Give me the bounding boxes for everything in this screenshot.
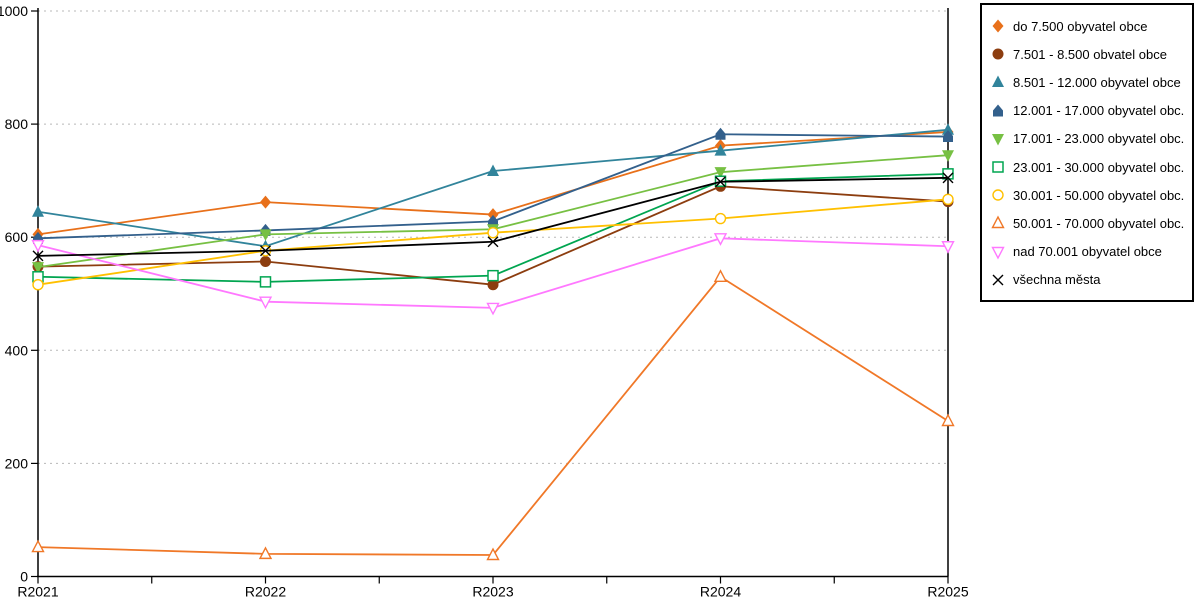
legend-label: 17.001 - 23.000 obyvatel obc... bbox=[1013, 131, 1184, 147]
legend: do 7.500 obyvatel obce 7.501 - 8.500 obva… bbox=[980, 3, 1194, 302]
marker-x-cross bbox=[715, 176, 726, 188]
marker-square-open bbox=[942, 168, 954, 180]
circle-open-legend-icon bbox=[992, 189, 1004, 201]
marker-pentagon-filled bbox=[993, 104, 1003, 117]
legend-item: 12.001 - 17.000 obyvatel obc... bbox=[990, 97, 1184, 125]
marker-triangle-up-open bbox=[486, 547, 500, 561]
marker-diamond-filled bbox=[992, 19, 1004, 33]
legend-item: 30.001 - 50.000 obyvatel obc... bbox=[990, 181, 1184, 209]
marker-triangle-down-filled bbox=[714, 167, 727, 179]
marker-triangle-down-filled bbox=[259, 229, 272, 241]
legend-item: 7.501 - 8.500 obvatel obce bbox=[990, 40, 1184, 68]
marker-triangle-down-open bbox=[258, 296, 273, 310]
series-line bbox=[37, 275, 949, 556]
marker-triangle-up-filled bbox=[992, 75, 1004, 88]
x-tick-label: R2023 bbox=[472, 584, 513, 600]
marker-x-cross bbox=[992, 274, 1004, 286]
marker-x-cross bbox=[487, 236, 499, 248]
triangle-down-open-legend-icon bbox=[991, 246, 1005, 260]
legend-label: 7.501 - 8.500 obvatel obce bbox=[1013, 46, 1167, 62]
marker-circle-open bbox=[32, 279, 44, 291]
y-tick-label: 800 bbox=[5, 116, 29, 132]
legend-label: do 7.500 obyvatel obce bbox=[1013, 18, 1148, 34]
series-5 bbox=[32, 168, 954, 288]
marker-diamond-filled bbox=[260, 195, 271, 209]
legend-item: 17.001 - 23.000 obyvatel obc... bbox=[990, 125, 1184, 153]
marker-x-cross bbox=[942, 172, 954, 184]
marker-triangle-down-filled bbox=[992, 133, 1004, 146]
legend-item: 50.001 - 70.000 obyvatel obc... bbox=[990, 209, 1184, 237]
marker-triangle-down-open bbox=[486, 302, 500, 316]
legend-label: nad 70.001 obyvatel obce bbox=[1013, 244, 1162, 260]
legend-label: 30.001 - 50.000 obyvatel obc... bbox=[1013, 187, 1184, 203]
marker-square-open bbox=[259, 276, 272, 288]
legend-item: 8.501 - 12.000 obyvatel obce bbox=[990, 68, 1184, 96]
marker-circle-filled bbox=[260, 256, 271, 268]
legend-label: 8.501 - 12.000 obyvatel obce bbox=[1013, 74, 1181, 90]
marker-circle-open bbox=[487, 226, 499, 239]
marker-x-cross bbox=[260, 245, 271, 257]
diamond-filled-legend-icon bbox=[992, 19, 1004, 33]
marker-triangle-up-open bbox=[31, 539, 45, 553]
y-tick-label: 600 bbox=[5, 229, 29, 245]
marker-circle-filled bbox=[487, 279, 499, 291]
x-tick-label: R2024 bbox=[700, 584, 741, 600]
triangle-up-filled-legend-icon bbox=[992, 75, 1004, 88]
marker-triangle-up-open bbox=[258, 546, 273, 560]
x-tick-label: R2021 bbox=[17, 584, 58, 600]
marker-triangle-up-filled bbox=[942, 123, 954, 135]
marker-triangle-up-filled bbox=[714, 144, 727, 156]
marker-triangle-up-filled bbox=[32, 205, 44, 217]
circle-filled-legend-icon bbox=[992, 48, 1004, 60]
marker-triangle-up-filled bbox=[487, 164, 499, 177]
marker-triangle-up-open bbox=[713, 269, 728, 282]
legend-item: 23.001 - 30.000 obyvatel obc... bbox=[990, 153, 1184, 181]
y-tick-label: 200 bbox=[5, 455, 29, 471]
series-9 bbox=[32, 172, 954, 262]
marker-triangle-down-open bbox=[991, 246, 1005, 260]
triangle-up-open-legend-icon bbox=[991, 215, 1005, 229]
series-7 bbox=[31, 269, 955, 561]
marker-triangle-down-filled bbox=[32, 262, 44, 274]
legend-label: 12.001 - 17.000 obyvatel obc... bbox=[1013, 103, 1184, 119]
triangle-down-filled-legend-icon bbox=[992, 133, 1004, 146]
legend-item: nad 70.001 obyvatel obce bbox=[990, 238, 1184, 266]
marker-triangle-down-open bbox=[941, 241, 955, 254]
pentagon-filled-legend-icon bbox=[993, 104, 1003, 117]
marker-x-cross bbox=[32, 250, 44, 262]
marker-triangle-down-open bbox=[31, 239, 45, 253]
x-tick-label: R2022 bbox=[245, 584, 286, 600]
marker-circle-open bbox=[992, 189, 1004, 201]
legend-label: 23.001 - 30.000 obyvatel obc... bbox=[1013, 159, 1184, 175]
marker-circle-open bbox=[714, 212, 727, 225]
marker-diamond-filled bbox=[487, 208, 499, 222]
legend-label: 50.001 - 70.000 obyvatel obc... bbox=[1013, 215, 1184, 231]
plot-area: 0 200 400 600 800 1000 R2021 R2022 R2023 R2024 R20… bbox=[0, 3, 969, 600]
legend-item: všechna města bbox=[990, 266, 1184, 294]
marker-circle-filled bbox=[992, 48, 1004, 60]
legend-item: do 7.500 obyvatel obce bbox=[990, 12, 1184, 40]
marker-square-open bbox=[992, 161, 1004, 173]
marker-circle-open bbox=[942, 193, 954, 206]
marker-pentagon-filled bbox=[943, 130, 953, 143]
x-tick-label: R2025 bbox=[927, 584, 968, 600]
square-open-legend-icon bbox=[992, 161, 1004, 173]
marker-pentagon-filled bbox=[488, 214, 498, 227]
y-tick-label: 0 bbox=[20, 569, 28, 585]
x-cross-legend-icon bbox=[992, 274, 1004, 286]
series-8 bbox=[31, 233, 955, 316]
legend-label: všechna města bbox=[1013, 272, 1101, 288]
y-tick-label: 1000 bbox=[0, 3, 28, 19]
marker-triangle-down-open bbox=[713, 233, 728, 246]
marker-triangle-up-open bbox=[941, 413, 955, 427]
marker-pentagon-filled bbox=[715, 127, 726, 140]
marker-triangle-down-filled bbox=[942, 150, 954, 162]
y-tick-label: 400 bbox=[5, 342, 29, 358]
marker-triangle-up-open bbox=[991, 215, 1005, 229]
marker-square-open bbox=[487, 269, 499, 282]
